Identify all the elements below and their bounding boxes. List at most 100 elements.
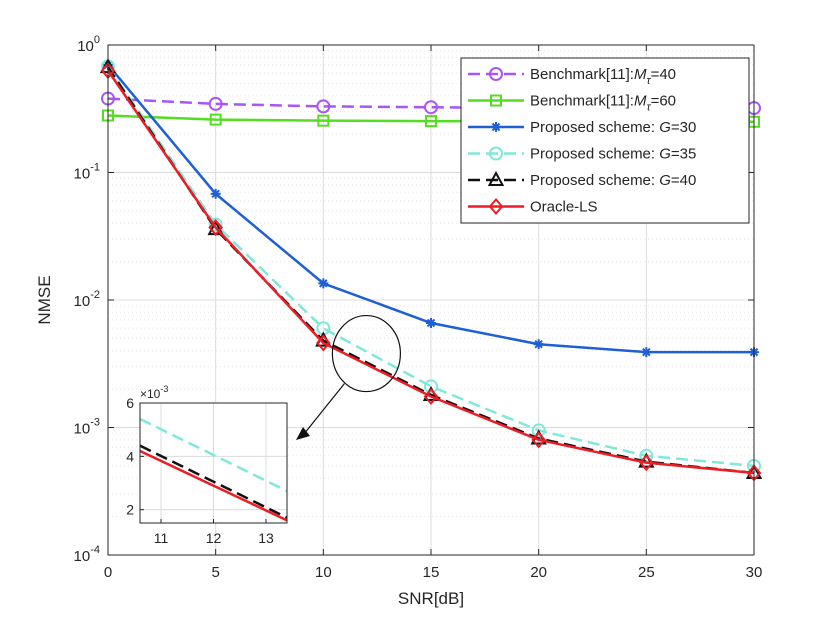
data-point-g35: [531, 423, 546, 438]
legend-item-ols: Oracle-LS: [468, 197, 598, 216]
x-tick-label: 25: [638, 564, 655, 581]
data-point-g30: [210, 188, 221, 199]
y-tick-exponent: -3: [90, 417, 100, 429]
legend-box: [460, 57, 750, 224]
data-point-ols: [639, 454, 654, 472]
legend-label-suffix: =40: [671, 172, 696, 189]
data-point-ols: [316, 334, 331, 352]
legend-label: Proposed scheme: G=35: [530, 146, 696, 163]
legend-item-g30: Proposed scheme: G=30: [468, 119, 696, 136]
inset-series-ols: [139, 449, 288, 522]
data-point-g35: [424, 379, 438, 394]
legend-label-subscript: τ: [646, 75, 651, 87]
y-tick-label: 100: [77, 34, 100, 55]
zoom-ellipse: [331, 314, 401, 393]
legend-label: Proposed scheme: G=40: [530, 172, 696, 189]
legend-item-g40: Proposed scheme: G=40: [468, 170, 696, 189]
legend-item-g35: Proposed scheme: G=35: [468, 146, 696, 163]
zoom-arrow-line: [303, 383, 345, 435]
legend-label-prefix: Oracle-LS: [530, 199, 598, 216]
inset-y-tick-label: 6: [126, 395, 134, 411]
legend-item-bm60: Benchmark[11]:Mτ=60: [468, 93, 676, 114]
data-point-g30: [318, 278, 329, 289]
x-tick-label: 20: [530, 564, 547, 581]
zoom-arrowhead: [296, 427, 310, 440]
legend-label: Benchmark[11]:Mτ=40: [530, 66, 676, 87]
data-point-ols: [423, 387, 439, 406]
y-axis-label: NMSE: [35, 275, 54, 324]
zoom-annotation: [296, 314, 401, 440]
asterisk-stroke: [491, 122, 501, 132]
legend-label-suffix: =60: [651, 93, 676, 110]
legend-label-prefix: Benchmark[11]:: [530, 93, 634, 110]
legend-label-prefix: Benchmark[11]:: [530, 66, 634, 83]
y-tick-label: 10-4: [74, 544, 100, 565]
legend-label: Oracle-LS: [530, 199, 598, 216]
asterisk-stroke: [426, 318, 436, 328]
data-point-bm60: [209, 113, 222, 126]
x-tick-label: 10: [315, 564, 332, 581]
asterisk-stroke: [534, 340, 543, 349]
data-point-g30: [533, 339, 544, 350]
inset-plot: 11 12 13 2 4 6 ×10-3: [126, 384, 288, 546]
legend-swatch-marker: [488, 197, 504, 216]
y-tick-base: 10: [77, 38, 94, 55]
inset-y-tick-label: 2: [126, 502, 134, 518]
inset-series-g35: [139, 417, 288, 493]
legend-label-prefix: Proposed scheme:: [530, 172, 659, 189]
inset-series-g40: [139, 444, 288, 519]
x-axis-label: SNR[dB]: [398, 589, 464, 608]
y-tick-base: 10: [74, 548, 91, 565]
y-tick-exponent: -2: [90, 289, 100, 301]
legend-label: Proposed scheme: G=30: [530, 119, 696, 136]
inset-exponent-power: -3: [160, 384, 168, 394]
legend-label: Benchmark[11]:Mτ=60: [530, 93, 676, 114]
data-point-ols: [531, 431, 546, 449]
series-ols: [100, 62, 762, 482]
legend-label-prefix: Proposed scheme:: [530, 119, 659, 136]
data-point-ols: [208, 219, 223, 237]
legend-label-variable: G: [659, 146, 671, 163]
legend-swatch-marker: [491, 122, 501, 132]
inset-exponent-base: ×10: [140, 387, 161, 401]
inset-x-tick-label: 12: [206, 530, 222, 546]
legend-label-suffix: =40: [651, 66, 676, 83]
y-tick-base: 10: [74, 421, 91, 438]
legend-label-suffix: =30: [671, 119, 696, 136]
legend-item-bm40: Benchmark[11]:Mτ=40: [468, 66, 676, 87]
series-line-ols: [106, 69, 755, 475]
legend: Benchmark[11]:Mτ=40Benchmark[11]:Mτ=60Pr…: [460, 57, 750, 224]
legend-label-suffix: =35: [671, 146, 696, 163]
data-point-g30: [426, 318, 436, 329]
inset-y-tick-label: 4: [126, 448, 134, 464]
legend-label-prefix: Proposed scheme:: [530, 146, 659, 163]
data-point-bm40: [316, 99, 331, 114]
data-point-bm40: [208, 96, 223, 111]
data-point-bm40: [424, 100, 438, 115]
inset-x-tick-label: 13: [258, 530, 274, 546]
y-tick-exponent: 0: [94, 34, 100, 46]
asterisk-stroke: [642, 347, 651, 357]
legend-label-variable: G: [659, 119, 671, 136]
y-tick-label: 10-2: [74, 289, 100, 310]
legend-swatch-marker: [489, 146, 503, 161]
y-tick-exponent: -1: [90, 162, 100, 174]
y-tick-base: 10: [74, 166, 91, 183]
inset-x-tick-label: 11: [154, 530, 169, 546]
series-line-g40: [106, 66, 755, 475]
y-tick-exponent: -4: [90, 544, 100, 556]
legend-label-subscript: τ: [646, 102, 651, 114]
legend-swatch-marker: [490, 94, 502, 107]
asterisk-stroke: [211, 189, 220, 199]
x-tick-label: 15: [423, 564, 440, 581]
x-tick-label: 5: [211, 564, 219, 581]
legend-label-variable: M: [634, 66, 647, 83]
legend-label-variable: M: [634, 93, 647, 110]
y-tick-label: 10-3: [74, 417, 100, 438]
legend-label-variable: G: [659, 172, 671, 189]
legend-swatch-marker: [487, 170, 505, 186]
data-point-g35: [208, 217, 223, 232]
y-tick-base: 10: [74, 293, 91, 310]
inset-exponent-label: ×10-3: [140, 384, 168, 401]
